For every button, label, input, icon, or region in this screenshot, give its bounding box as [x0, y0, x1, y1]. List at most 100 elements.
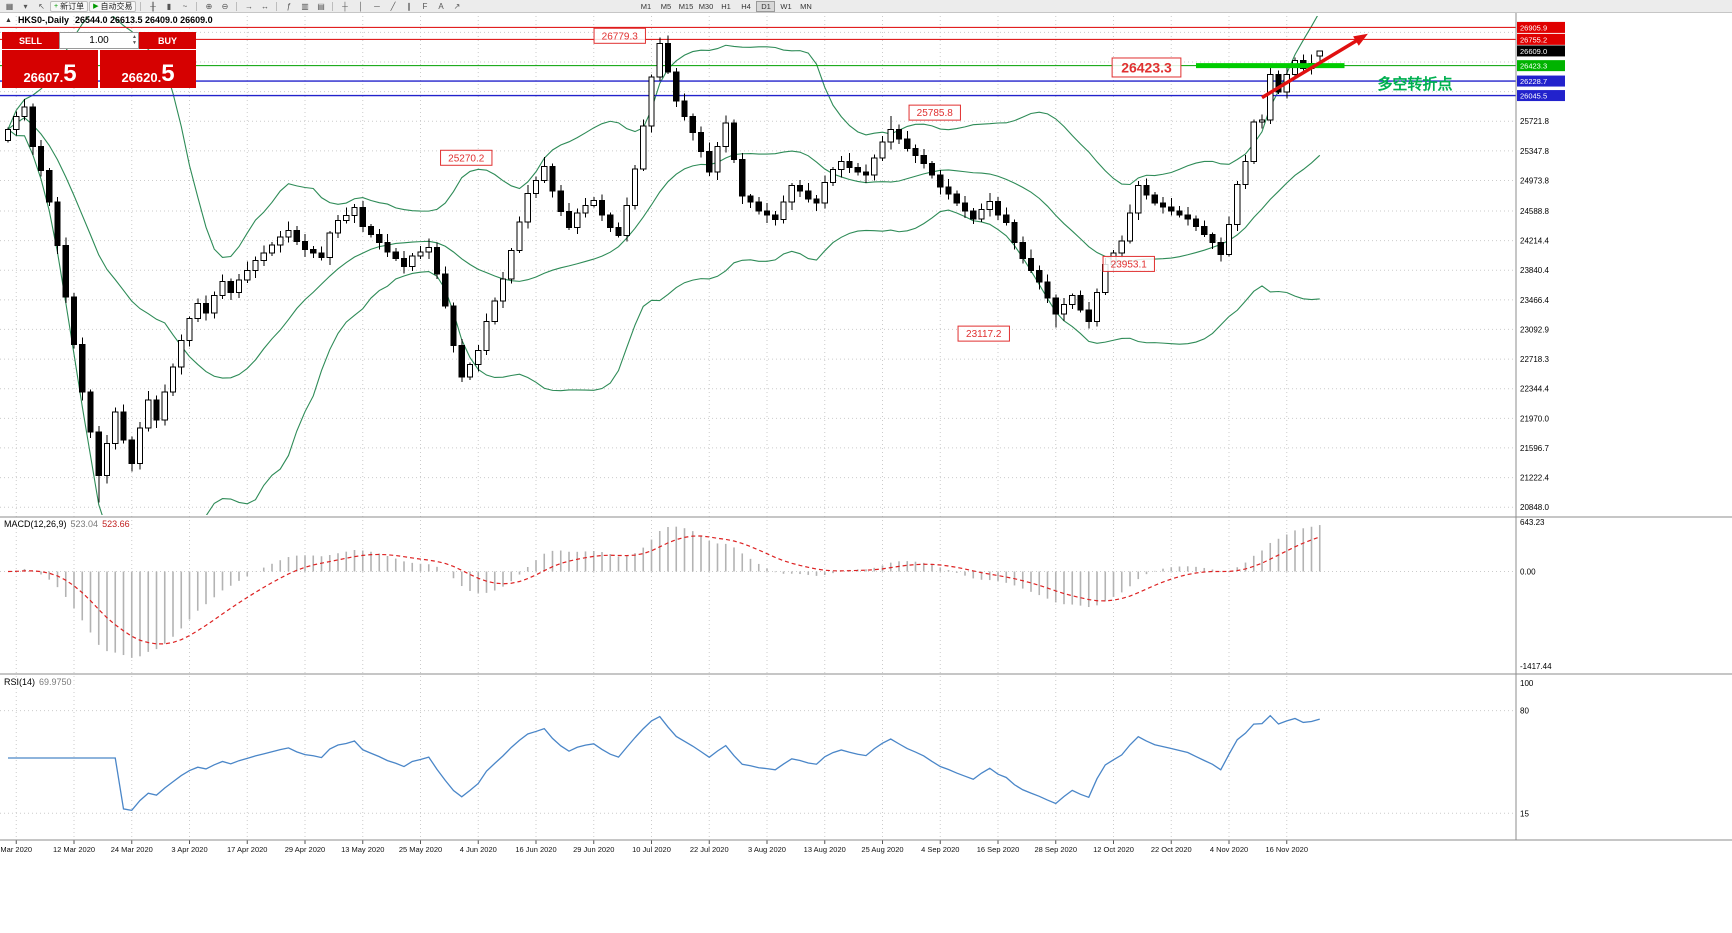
chart-symbol-period: HKS0-,Daily	[17, 15, 69, 25]
svg-text:80: 80	[1520, 707, 1529, 716]
sell-price-button[interactable]: 26607. 5	[2, 50, 98, 88]
svg-text:26779.3: 26779.3	[602, 31, 639, 42]
cursor-icon[interactable]: ↖	[38, 1, 45, 11]
volume-down-icon[interactable]: ▼	[132, 40, 137, 46]
trendline-icon[interactable]: ╱	[390, 1, 396, 11]
trend-arrow-head	[1353, 33, 1368, 46]
svg-text:26609.0: 26609.0	[1520, 47, 1547, 56]
price-annotation-23953.1: 23953.1	[1102, 255, 1155, 272]
timeframe-mn[interactable]: MN	[800, 1, 812, 11]
timeframe-m30[interactable]: M30	[698, 1, 714, 11]
svg-text:26905.9: 26905.9	[1520, 23, 1547, 32]
macd-signal-value: 523.66	[102, 519, 130, 529]
timeframe-h4[interactable]: H4	[741, 1, 751, 11]
svg-text:3 Apr 2020: 3 Apr 2020	[171, 845, 207, 854]
new-order-button-icon: +	[54, 2, 59, 10]
autotrading-button[interactable]: ▶ 自动交易	[89, 0, 137, 12]
timeframe-w1[interactable]: W1	[780, 1, 792, 11]
svg-text:22 Jul 2020: 22 Jul 2020	[690, 845, 729, 854]
trend-arrow[interactable]	[1261, 37, 1361, 100]
chart-shift-icon[interactable]: ↔	[260, 1, 269, 11]
timeframe-m15[interactable]: M15	[678, 1, 694, 11]
auto-scroll-icon[interactable]: →	[244, 1, 253, 11]
svg-text:23840.4: 23840.4	[1520, 266, 1549, 275]
svg-text:29 Apr 2020: 29 Apr 2020	[285, 845, 325, 854]
svg-text:26045.5: 26045.5	[1520, 92, 1547, 101]
buy-button[interactable]: BUY	[139, 32, 196, 49]
chart-list-icon[interactable]: ▾	[23, 1, 28, 11]
svg-text:16 Sep 2020: 16 Sep 2020	[977, 845, 1020, 854]
chart-ohlc-values: 26544.0 26613.5 26409.0 26609.0	[74, 15, 213, 25]
text-label-icon[interactable]: A	[438, 1, 444, 11]
horizontal-line-icon[interactable]: ─	[374, 1, 380, 11]
buy-price-button[interactable]: 26620. 5	[100, 50, 196, 88]
indicators-icon[interactable]: ƒ	[286, 1, 292, 11]
toolbar-separator	[236, 1, 238, 11]
svg-text:24 Mar 2020: 24 Mar 2020	[111, 845, 153, 854]
price-tag-26755.2: 26755.2	[1517, 33, 1565, 45]
chart-annotations: 26779.3 25270.2 25785.8 23117.2 23953.1 26423…	[440, 27, 1453, 342]
timeframe-d1[interactable]: D1	[756, 0, 776, 12]
svg-text:25270.2: 25270.2	[448, 153, 485, 164]
candlestick-chart-icon[interactable]: ▮	[166, 1, 172, 11]
arrow-tool-icon[interactable]: ↗	[453, 1, 461, 11]
svg-text:21596.7: 21596.7	[1520, 444, 1549, 453]
new-chart-icon[interactable]: ▦	[5, 1, 14, 11]
volume-up-icon[interactable]: ▲	[132, 34, 137, 40]
svg-text:25347.8: 25347.8	[1520, 147, 1549, 156]
zoom-out-icon[interactable]: ⊖	[221, 1, 229, 11]
svg-text:26423.3: 26423.3	[1121, 60, 1172, 76]
macd-panel: 643.23 0.00 -1417.44	[0, 518, 1552, 671]
svg-text:100: 100	[1520, 679, 1534, 688]
svg-text:23092.9: 23092.9	[1520, 325, 1549, 334]
macd-main-value: 523.04	[70, 519, 99, 529]
price-tag-26228.7: 26228.7	[1517, 75, 1565, 87]
volume-stepper[interactable]: 1.00 ▲ ▼	[59, 32, 139, 49]
svg-text:13 May 2020: 13 May 2020	[341, 845, 384, 854]
svg-text:15: 15	[1520, 809, 1529, 818]
timeframe-m5[interactable]: M5	[660, 1, 672, 11]
sell-button[interactable]: SELL	[2, 32, 59, 49]
chart-grid	[0, 16, 1516, 840]
toolbar: ▦ ▾ ↖ + 新订单 ▶ 自动交易 ╫ ▮ ~ ⊕ ⊖ → ↔ ƒ ▥ ▤ ┼ │ ─ ╱ ∥ F A ↗ M1 M5 M15 M30…	[0, 0, 1732, 13]
chart-canvas[interactable]: 26779.3 25270.2 25785.8 23117.2 23953.1 26423…	[0, 13, 1732, 860]
svg-text:25721.8: 25721.8	[1520, 117, 1549, 126]
crosshair-icon[interactable]: ┼	[342, 1, 348, 11]
svg-text:12 Oct 2020: 12 Oct 2020	[1093, 845, 1134, 854]
rsi-name: RSI(14)	[4, 677, 36, 687]
svg-text:23466.4: 23466.4	[1520, 296, 1549, 305]
periods-icon[interactable]: ▥	[301, 1, 309, 11]
macd-indicator-label: MACD(12,26,9) 523.04 523.66	[4, 519, 130, 529]
vertical-line-icon[interactable]: │	[358, 1, 364, 11]
main-chart-area	[0, 16, 1516, 515]
svg-text:10 Jul 2020: 10 Jul 2020	[632, 845, 671, 854]
svg-text:-1417.44: -1417.44	[1520, 662, 1552, 671]
fibonacci-icon[interactable]: F	[422, 1, 428, 11]
autotrading-button-icon: ▶	[93, 3, 99, 10]
price-tag-26045.5: 26045.5	[1517, 90, 1565, 102]
svg-text:23953.1: 23953.1	[1111, 260, 1148, 271]
bars-chart-icon[interactable]: ╫	[150, 1, 156, 11]
autotrading-button-label: 自动交易	[100, 1, 133, 11]
timeframe-m1[interactable]: M1	[640, 1, 652, 11]
toolbar-separator	[276, 1, 278, 11]
zoom-in-icon[interactable]: ⊕	[205, 1, 213, 11]
svg-text:3 Aug 2020: 3 Aug 2020	[748, 845, 786, 854]
channel-icon[interactable]: ∥	[406, 1, 411, 11]
price-axis: 25721.8 25347.8 24973.8 24588.8 24214.4 23840…	[1517, 21, 1565, 512]
timeframe-h1[interactable]: H1	[721, 1, 731, 11]
new-order-button[interactable]: + 新订单	[50, 0, 89, 12]
svg-text:26755.2: 26755.2	[1520, 35, 1547, 44]
templates-icon[interactable]: ▤	[317, 1, 325, 11]
svg-text:12 Mar 2020: 12 Mar 2020	[53, 845, 95, 854]
time-axis: Mar 2020 12 Mar 2020 24 Mar 2020 3 Apr 2020…	[0, 840, 1308, 854]
macd-name: MACD(12,26,9)	[4, 519, 67, 529]
bollinger-lower-band	[7, 128, 1320, 515]
buy-price-main: 26620.	[121, 70, 162, 85]
svg-text:0.00: 0.00	[1520, 568, 1536, 577]
svg-text:24214.4: 24214.4	[1520, 237, 1549, 246]
toolbar-separator	[140, 1, 142, 11]
svg-text:21970.0: 21970.0	[1520, 414, 1549, 423]
svg-text:22 Oct 2020: 22 Oct 2020	[1151, 845, 1192, 854]
line-chart-icon[interactable]: ~	[182, 1, 188, 11]
